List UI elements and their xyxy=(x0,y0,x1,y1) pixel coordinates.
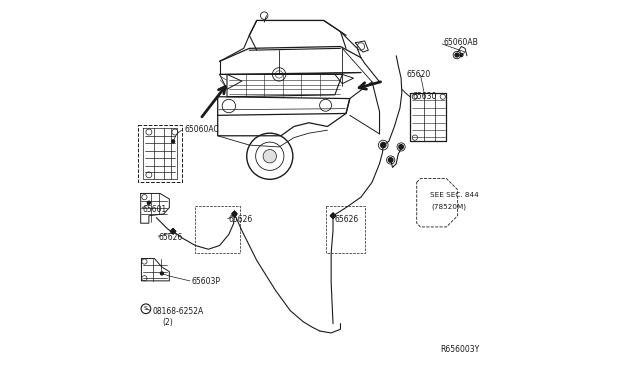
Text: (78520M): (78520M) xyxy=(431,203,467,210)
Text: SEE SEC. 844: SEE SEC. 844 xyxy=(429,192,479,198)
Circle shape xyxy=(263,150,276,163)
Circle shape xyxy=(147,201,150,204)
Text: 65626: 65626 xyxy=(229,215,253,224)
Circle shape xyxy=(381,142,386,148)
Text: S: S xyxy=(144,306,148,311)
Circle shape xyxy=(331,214,335,218)
Text: 65626: 65626 xyxy=(335,215,359,224)
Text: 08168-6252A: 08168-6252A xyxy=(152,307,204,316)
Circle shape xyxy=(399,145,403,149)
Circle shape xyxy=(332,214,335,217)
Circle shape xyxy=(161,272,163,275)
Circle shape xyxy=(233,212,236,215)
Text: 65620: 65620 xyxy=(406,70,431,79)
Circle shape xyxy=(172,230,175,233)
Circle shape xyxy=(172,230,175,233)
Circle shape xyxy=(460,54,463,57)
Circle shape xyxy=(455,53,459,57)
Circle shape xyxy=(232,212,236,216)
Text: (2): (2) xyxy=(162,318,173,327)
Text: 65630: 65630 xyxy=(412,92,436,101)
Text: 65601: 65601 xyxy=(142,205,166,214)
Text: 65060AB: 65060AB xyxy=(444,38,478,47)
Text: 65060AC: 65060AC xyxy=(184,125,219,134)
Circle shape xyxy=(172,140,175,143)
Text: R656003Y: R656003Y xyxy=(440,345,479,354)
Text: 65626: 65626 xyxy=(159,233,183,242)
Text: 65603P: 65603P xyxy=(191,278,221,286)
Circle shape xyxy=(388,158,393,162)
